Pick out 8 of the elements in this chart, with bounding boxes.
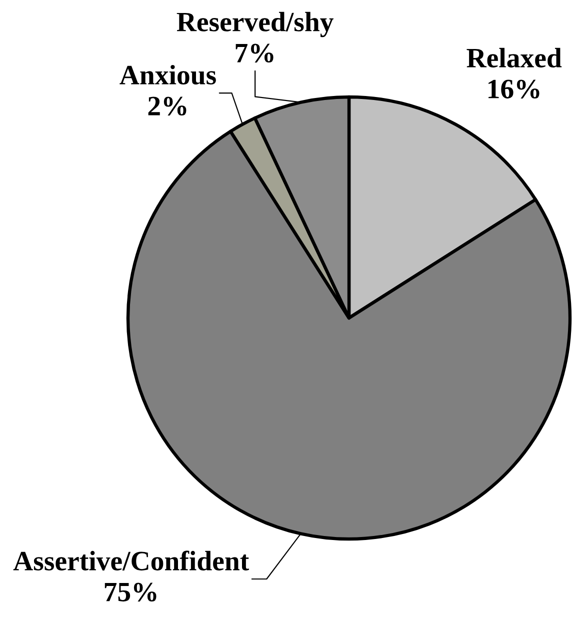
slice-label: Assertive/Confident: [13, 550, 250, 570]
slice-label: Anxious: [120, 64, 216, 85]
slice-label: Relaxed: [466, 48, 562, 68]
data-label: 75%: [104, 582, 156, 602]
data-label: 16%: [488, 80, 540, 99]
data-label: 2%: [148, 96, 186, 116]
data-label: 7%: [236, 44, 274, 63]
slice-label: Reserved/shy: [176, 12, 334, 38]
